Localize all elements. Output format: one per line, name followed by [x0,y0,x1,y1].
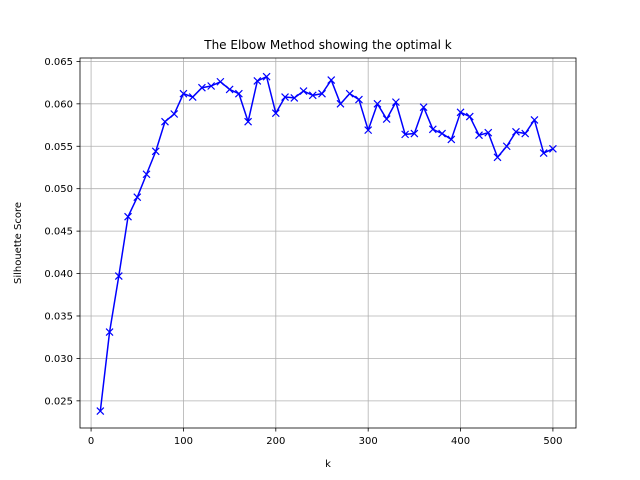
data-point-marker [465,112,474,121]
y-tick-label: 0.050 [44,184,73,195]
data-point-marker [151,147,160,156]
x-axis-label: k [325,459,331,470]
data-point-marker [345,89,354,98]
grid [80,58,576,428]
data-point-marker [447,135,456,144]
x-axis-ticks: 0 100 200 300 400 500 [88,428,562,447]
data-point-marker [475,131,483,140]
data-point-marker [548,144,557,153]
data-point-marker [188,93,197,101]
x-tick-label: 0 [88,436,94,447]
data-point-marker [364,126,373,135]
y-axis-ticks: 0.025 0.030 0.035 0.040 0.045 0.050 0.055 0.060… [44,57,80,407]
series-polyline [99,75,554,412]
data-point-marker [521,129,530,138]
data-point-marker [493,153,502,162]
series-markers [96,72,557,415]
y-tick-label: 0.040 [44,269,73,280]
data-point-marker [271,109,280,118]
data-point-marker [456,108,465,117]
data-point-marker [318,89,326,98]
data-point-marker [428,125,437,134]
data-point-marker [170,110,179,118]
data-point-marker [401,130,410,139]
data-point-marker [373,99,382,108]
data-point-marker [114,272,123,281]
data-point-marker [438,129,446,138]
x-tick-label: 300 [359,436,378,447]
data-point-marker [225,85,234,94]
y-tick-label: 0.065 [44,57,73,68]
data-point-marker [253,76,262,85]
x-tick-label: 400 [451,436,470,447]
data-point-marker [96,407,105,415]
data-point-marker [355,95,363,104]
x-tick-label: 200 [266,436,285,447]
data-point-marker [290,93,299,102]
data-point-marker [161,117,169,126]
data-point-marker [124,212,132,221]
data-point-marker [281,93,289,101]
data-point-marker [539,149,548,157]
data-point-marker [391,98,400,107]
data-point-marker [484,128,493,137]
data-point-marker [502,142,511,151]
data-point-marker [105,328,114,337]
y-tick-label: 0.030 [44,354,73,365]
data-point-marker [262,72,271,81]
data-point-marker [410,129,419,138]
data-point-marker [419,103,428,112]
x-tick-label: 500 [543,436,562,447]
y-tick-label: 0.045 [44,227,73,238]
data-point-marker [382,115,391,124]
data-point-marker [234,89,243,98]
data-point-marker [336,99,345,108]
data-point-marker [179,89,188,98]
y-tick-label: 0.060 [44,99,73,110]
data-point-marker [512,127,520,136]
chart-title: The Elbow Method showing the optimal k [203,38,452,52]
data-point-marker [133,193,142,202]
data-point-marker [207,82,216,90]
data-point-marker [530,116,539,124]
data-point-marker [308,91,317,100]
data-point-marker [299,87,308,96]
data-point-marker [216,77,225,86]
x-tick-label: 100 [174,436,193,447]
plot-frame [79,57,577,429]
series-line [99,75,554,412]
y-axis-label: Silhouette Score [13,202,24,284]
y-tick-label: 0.025 [44,396,73,407]
data-point-marker [197,83,206,92]
data-point-marker [327,76,336,84]
y-tick-label: 0.035 [44,311,73,322]
data-point-marker [142,170,151,179]
data-point-marker [244,117,253,126]
y-tick-label: 0.055 [44,142,73,153]
